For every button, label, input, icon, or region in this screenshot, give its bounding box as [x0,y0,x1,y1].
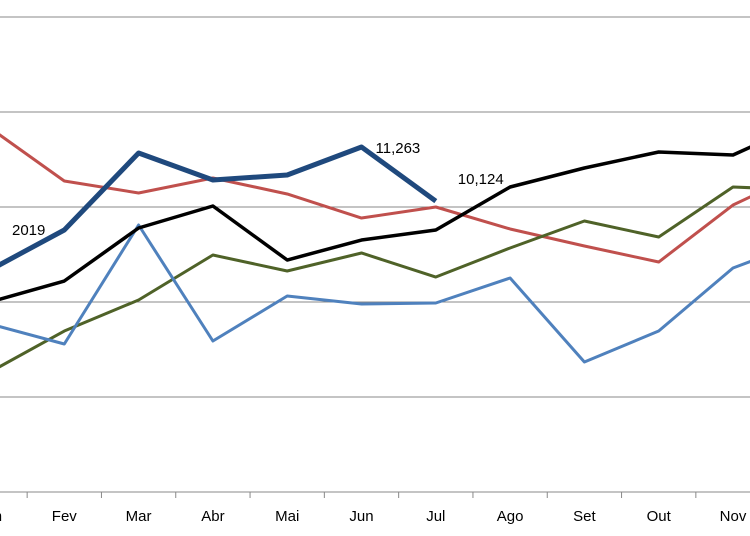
x-tick-label: Jan [0,508,2,525]
series-line [0,223,750,364]
series-line [0,145,750,301]
x-tick-label: Jul [426,508,445,525]
x-tick-label: Out [647,508,672,525]
x-tick-label: Nov [720,508,747,525]
value-label: 11,263 [376,140,421,157]
annotation: 2019 [12,222,45,239]
x-tick-label: Ago [497,508,524,525]
x-tick-label: Fev [52,508,78,525]
x-tick-label: Jun [349,508,373,525]
x-tick-label: Set [573,508,596,525]
value-label: 10,124 [458,171,504,188]
series-line [0,133,750,264]
x-tick-label: Mai [275,508,299,525]
series-line [0,144,438,268]
x-tick-label: Mar [126,508,152,525]
series-line [0,185,750,369]
x-tick-label: Abr [201,508,224,525]
